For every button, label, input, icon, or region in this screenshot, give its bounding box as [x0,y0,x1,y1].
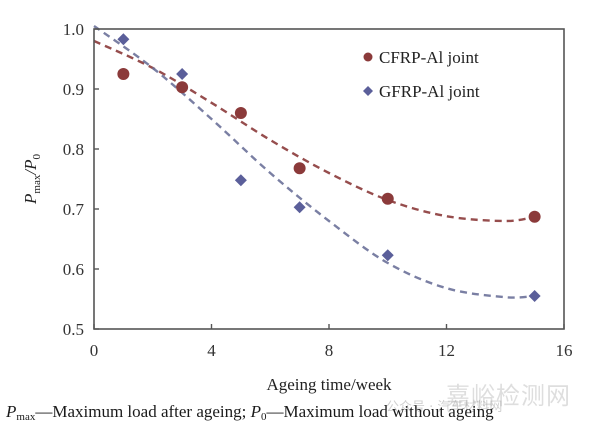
caption-text-2: —Maximum load without ageing [266,402,494,421]
axis-ticks: 0 4 8 12 16 0.5 0.6 0.7 0.8 0.9 1.0 [63,20,573,360]
legend-label-cfrp: CFRP-Al joint [379,48,479,67]
watermark-account: 公众号 · 汽车材料网 [386,400,503,415]
legend: CFRP-Al joint GFRP-Al joint [363,48,480,101]
data-point-cfrp [176,81,189,94]
svg-text:Pmax/P0: Pmax/P0 [21,154,43,205]
trend-line-cfrp [93,39,535,223]
caption-p0: P [250,402,262,421]
y-axis-title: Pmax/P0 [21,154,43,205]
trend-lines [93,25,535,299]
y-tick-label: 0.8 [63,140,84,159]
data-points [117,33,541,302]
data-point-gfrp [381,249,394,262]
y-tick-label: 0.6 [63,260,84,279]
data-point-cfrp [528,210,541,223]
data-point-cfrp [293,162,306,175]
caption-p-max-sub: max [16,411,36,423]
trend-line-gfrp [93,25,535,299]
y-axis-title-sep: / [21,168,40,176]
y-axis-title-sub0: 0 [31,154,43,160]
caption-p0-sub: 0 [261,411,267,423]
y-tick-label: 0.5 [63,320,84,339]
legend-marker-gfrp [363,86,373,96]
caption-text-1: —Maximum load after ageing; [35,402,251,421]
y-tick-label: 1.0 [63,20,84,39]
data-point-gfrp [176,68,189,80]
y-axis-title-p: P [21,194,40,205]
y-tick-label: 0.9 [63,80,84,99]
y-tick-label: 0.7 [63,200,85,219]
legend-label-gfrp: GFRP-Al joint [379,82,480,101]
figure-caption: Pmax—Maximum load after ageing; P0—Maxim… [6,402,494,423]
x-tick-label: 4 [207,341,216,360]
caption-p-max: P [6,402,17,421]
watermark-site: 嘉峪检测网 [446,382,571,410]
x-tick-label: 8 [325,341,334,360]
legend-marker-cfrp [363,52,373,62]
data-point-cfrp [234,107,247,119]
data-point-gfrp [528,290,541,302]
x-tick-label: 16 [556,341,573,360]
chart: 0 4 8 12 16 0.5 0.6 0.7 0.8 0.9 1.0 CFRP-Al joint … [21,20,573,394]
data-point-gfrp [117,33,130,46]
x-tick-label: 0 [90,341,99,360]
x-tick-label: 12 [438,341,455,360]
data-point-cfrp [117,68,130,80]
y-axis-title-sub: max [31,174,43,193]
data-point-gfrp [234,174,247,187]
data-point-cfrp [381,192,394,205]
y-axis-title-p0: P [21,160,40,171]
data-point-gfrp [293,201,306,214]
x-axis-title: Ageing time/week [266,375,392,394]
